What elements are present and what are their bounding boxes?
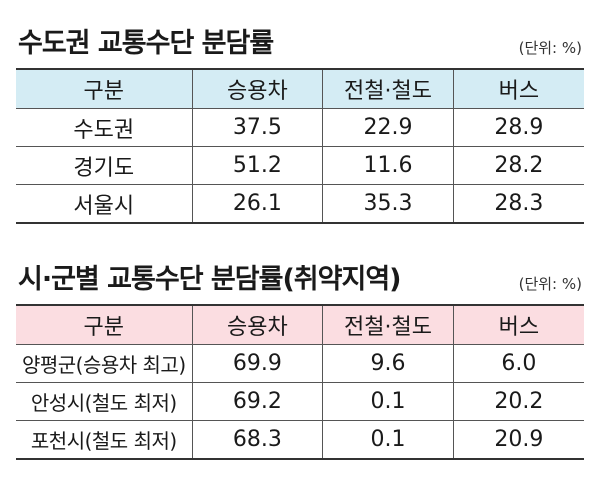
table2-title: 시·군별 교통수단 분담률(취약지역) [18,264,401,295]
title-row: 시·군별 교통수단 분담률(취약지역) (단위: %) [16,256,584,304]
header-rail: 전철·철도 [322,68,454,109]
vulnerable-area-modal-share-table: 구분 승용차 전철·철도 버스 양평군(승용차 최고) 69.9 9.6 6.0… [16,304,584,460]
rail-value: 0.1 [322,382,454,421]
metro-modal-share-table: 구분 승용차 전철·철도 버스 수도권 37.5 22.9 28.9 경기도 5… [16,68,584,224]
car-value: 69.9 [191,344,324,383]
header-row: 구분 승용차 전철·철도 버스 [16,304,584,345]
row-label: 경기도 [16,146,193,185]
modal-share-metro-section: 수도권 교통수단 분담률 (단위: %) 구분 승용차 전철·철도 버스 수도권… [16,20,584,224]
header-rail: 전철·철도 [322,304,454,345]
bus-value: 28.9 [452,108,584,147]
table-row: 경기도 51.2 11.6 28.2 [16,146,584,185]
row-label: 서울시 [16,184,193,224]
bus-value: 28.2 [452,146,584,185]
bus-value: 20.9 [452,420,584,460]
car-value: 51.2 [191,146,324,185]
row-label: 포천시(철도 최저) [16,420,193,460]
header-car: 승용차 [191,68,324,109]
table-row: 양평군(승용차 최고) 69.9 9.6 6.0 [16,344,584,383]
title-row: 수도권 교통수단 분담률 (단위: %) [16,20,584,68]
bus-value: 6.0 [452,344,584,383]
table1-unit: (단위: %) [518,39,582,57]
header-category: 구분 [16,304,193,345]
bus-value: 20.2 [452,382,584,421]
car-value: 69.2 [191,382,324,421]
table-row: 서울시 26.1 35.3 28.3 [16,184,584,224]
header-car: 승용차 [191,304,324,345]
header-row: 구분 승용차 전철·철도 버스 [16,68,584,109]
bus-value: 28.3 [452,184,584,224]
table-row: 수도권 37.5 22.9 28.9 [16,108,584,147]
rail-value: 11.6 [322,146,454,185]
row-label: 양평군(승용차 최고) [16,344,193,383]
rail-value: 9.6 [322,344,454,383]
header-bus: 버스 [452,304,584,345]
modal-share-vulnerable-section: 시·군별 교통수단 분담률(취약지역) (단위: %) 구분 승용차 전철·철도… [16,256,584,460]
car-value: 26.1 [191,184,324,224]
row-label: 수도권 [16,108,193,147]
table1-title: 수도권 교통수단 분담률 [18,28,274,59]
table2-unit: (단위: %) [518,275,582,293]
rail-value: 0.1 [322,420,454,460]
car-value: 37.5 [191,108,324,147]
row-label: 안성시(철도 최저) [16,382,193,421]
table-row: 포천시(철도 최저) 68.3 0.1 20.9 [16,420,584,460]
header-bus: 버스 [452,68,584,109]
rail-value: 22.9 [322,108,454,147]
table-row: 안성시(철도 최저) 69.2 0.1 20.2 [16,382,584,421]
header-category: 구분 [16,68,193,109]
rail-value: 35.3 [322,184,454,224]
car-value: 68.3 [191,420,324,460]
